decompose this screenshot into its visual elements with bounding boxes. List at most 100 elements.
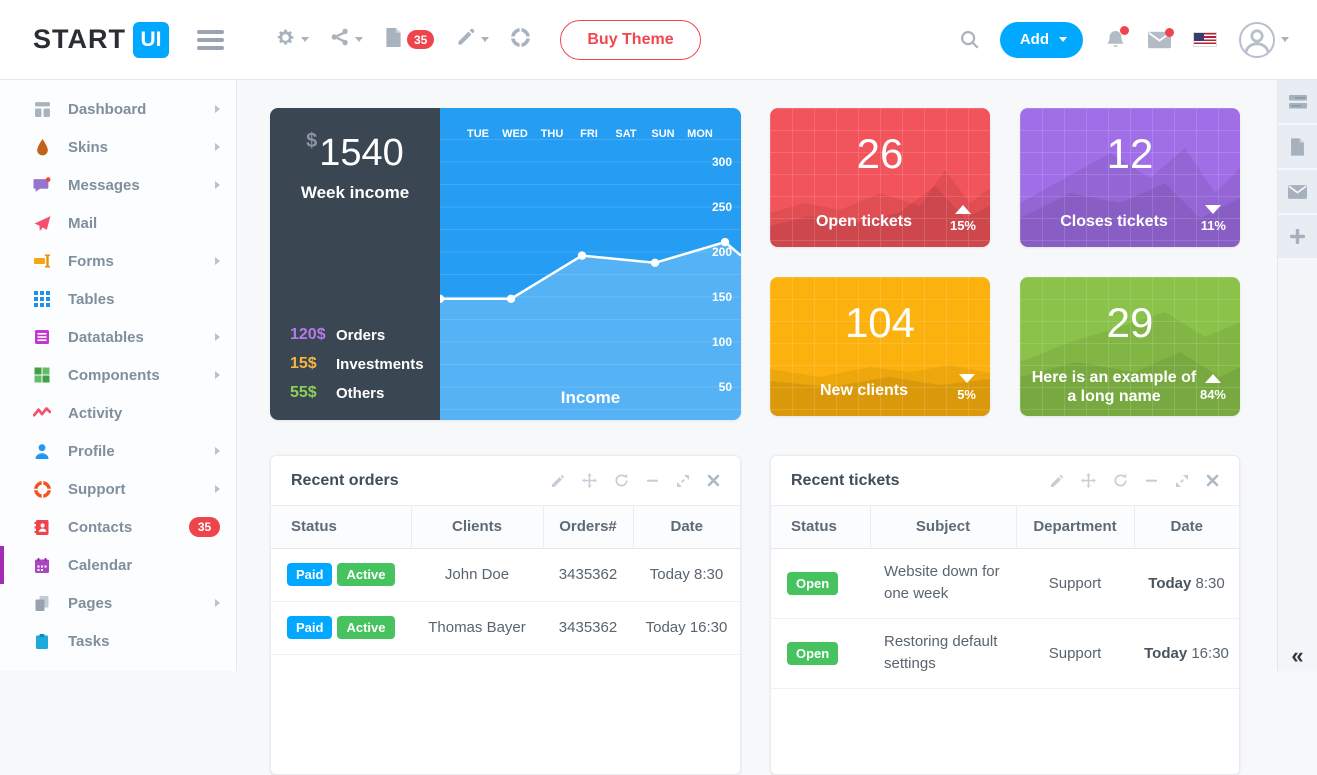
notifications-button[interactable] (1105, 26, 1129, 50)
sidebar-item-pages[interactable]: Pages (0, 584, 236, 622)
close-icon[interactable] (1206, 474, 1219, 487)
department-cell: Support (1016, 618, 1134, 689)
header-quick-actions: 35 Buy Theme (276, 19, 701, 60)
sidebar-item-forms[interactable]: Forms (0, 242, 236, 280)
panel-header: Recent tickets (771, 456, 1239, 506)
avatar-icon (1239, 21, 1275, 58)
chevron-right-icon (215, 181, 220, 189)
top-navbar: START UI 35 (0, 0, 1317, 80)
messages-button[interactable] (1148, 27, 1174, 49)
user-menu[interactable] (1239, 21, 1289, 58)
stat-percent: 15% (950, 205, 976, 233)
chevron-right-icon (215, 105, 220, 113)
subject-cell: Restoring default settings (870, 618, 1016, 689)
svg-text:100: 100 (712, 335, 732, 349)
stat-percent: 11% (1201, 205, 1226, 233)
grid-overlay (1020, 277, 1240, 416)
order-number-cell: 3435362 (543, 548, 633, 602)
minimize-icon[interactable] (646, 474, 659, 487)
svg-text:TUE: TUE (467, 128, 489, 140)
refresh-icon[interactable] (614, 473, 629, 488)
chevron-right-icon (215, 257, 220, 265)
currency-symbol: $ (306, 130, 318, 152)
sidebar-item-profile[interactable]: Profile (0, 432, 236, 470)
sidebar-item-skins[interactable]: Skins (0, 128, 236, 166)
buy-theme-button[interactable]: Buy Theme (560, 19, 701, 60)
department-cell: Support (1016, 548, 1134, 619)
panel-title: Recent tickets (791, 471, 900, 489)
pages-counter[interactable]: 35 (385, 27, 435, 52)
edit-icon[interactable] (1050, 474, 1064, 488)
settings-dropdown[interactable] (276, 28, 309, 52)
trend-arrow-icon (954, 205, 971, 214)
droplet-icon (33, 138, 51, 156)
add-button[interactable]: Add (999, 21, 1083, 58)
subject-cell: Website down for one week (870, 548, 1016, 619)
rail-mail-button[interactable] (1278, 170, 1317, 215)
edit-icon[interactable] (551, 474, 565, 488)
table-row: Open Website down for one week Support T… (771, 548, 1239, 619)
recent-tickets-panel: Recent tickets Status Subject Department… (770, 455, 1240, 775)
sidebar-item-activity[interactable]: Activity (0, 394, 236, 432)
status-badge-open: Open (787, 571, 839, 595)
menu-toggle-button[interactable] (195, 20, 226, 60)
rail-rows-button[interactable] (1278, 80, 1317, 125)
legend-item: 55$ Others (290, 384, 385, 402)
sidebar-item-messages[interactable]: Messages (0, 166, 236, 204)
chevron-right-icon (215, 333, 220, 341)
rail-page-button[interactable] (1278, 125, 1317, 170)
sidebar-item-contacts[interactable]: Contacts 35 (0, 508, 236, 546)
language-flag-us[interactable] (1193, 32, 1217, 47)
stat-card-new-clients[interactable]: 104 New clients 5% (770, 277, 990, 416)
area-sparkline (1020, 148, 1240, 247)
help-button[interactable] (511, 27, 531, 52)
move-icon[interactable] (1081, 473, 1096, 488)
refresh-icon[interactable] (1113, 473, 1128, 488)
logo-text: START (33, 24, 126, 54)
sidebar-item-tasks[interactable]: Tasks (0, 622, 236, 660)
stat-label: New clients (819, 381, 909, 399)
move-icon[interactable] (582, 473, 597, 488)
logo-badge: UI (133, 21, 169, 58)
sidebar-item-mail[interactable]: Mail (0, 204, 236, 242)
sidebar-item-tables[interactable]: Tables (0, 280, 236, 318)
stat-label: Here is an example of a long name (1031, 368, 1197, 405)
share-dropdown[interactable] (331, 28, 363, 51)
chevron-right-icon (215, 143, 220, 151)
close-icon[interactable] (707, 474, 720, 487)
svg-text:50: 50 (719, 380, 733, 394)
sidebar-item-dashboard[interactable]: Dashboard (0, 90, 236, 128)
stat-card-closes-tickets[interactable]: 12 Closes tickets 11% (1020, 108, 1240, 247)
status-badge-paid: Paid (287, 616, 333, 639)
search-icon[interactable] (960, 30, 980, 50)
income-amount: $1540 (306, 130, 404, 174)
stat-card-open-tickets[interactable]: 26 Open tickets 15% (770, 108, 990, 247)
stat-label: Closes tickets (1060, 212, 1168, 230)
chevron-down-icon (1059, 37, 1067, 42)
edit-dropdown[interactable] (456, 28, 490, 52)
file-icon (385, 27, 402, 52)
dashboard-icon (33, 100, 51, 118)
sidebar-item-calendar[interactable]: Calendar (0, 546, 236, 584)
week-income-card: $1540 Week income 120$ Orders 15$ Investme… (270, 108, 741, 420)
sidebar-item-components[interactable]: Components (0, 356, 236, 394)
table-row: Paid Active Thomas Bayer 3435362 Today 16… (271, 601, 740, 655)
sidebar-item-support[interactable]: Support (0, 470, 236, 508)
panel-toolbar (1050, 473, 1219, 488)
svg-text:MON: MON (687, 128, 713, 140)
components-icon (33, 366, 51, 384)
stat-card-long-name[interactable]: 29 Here is an example of a long name 84% (1020, 277, 1240, 416)
rail-add-button[interactable] (1278, 215, 1317, 260)
expand-icon[interactable] (676, 474, 690, 488)
collapse-sidebar-button[interactable]: « (1291, 643, 1304, 668)
table-header-row: Status Clients Orders# Date (271, 506, 740, 549)
expand-icon[interactable] (1175, 474, 1189, 488)
brand-logo[interactable]: START UI (33, 21, 169, 58)
lifebuoy-icon (511, 27, 531, 52)
envelope-icon (1288, 184, 1307, 199)
sidebar-item-datatables[interactable]: Datatables (0, 318, 236, 356)
trend-arrow-icon (1205, 205, 1222, 214)
bell-icon (1107, 30, 1124, 47)
svg-text:FRI: FRI (580, 128, 598, 140)
minimize-icon[interactable] (1145, 474, 1158, 487)
